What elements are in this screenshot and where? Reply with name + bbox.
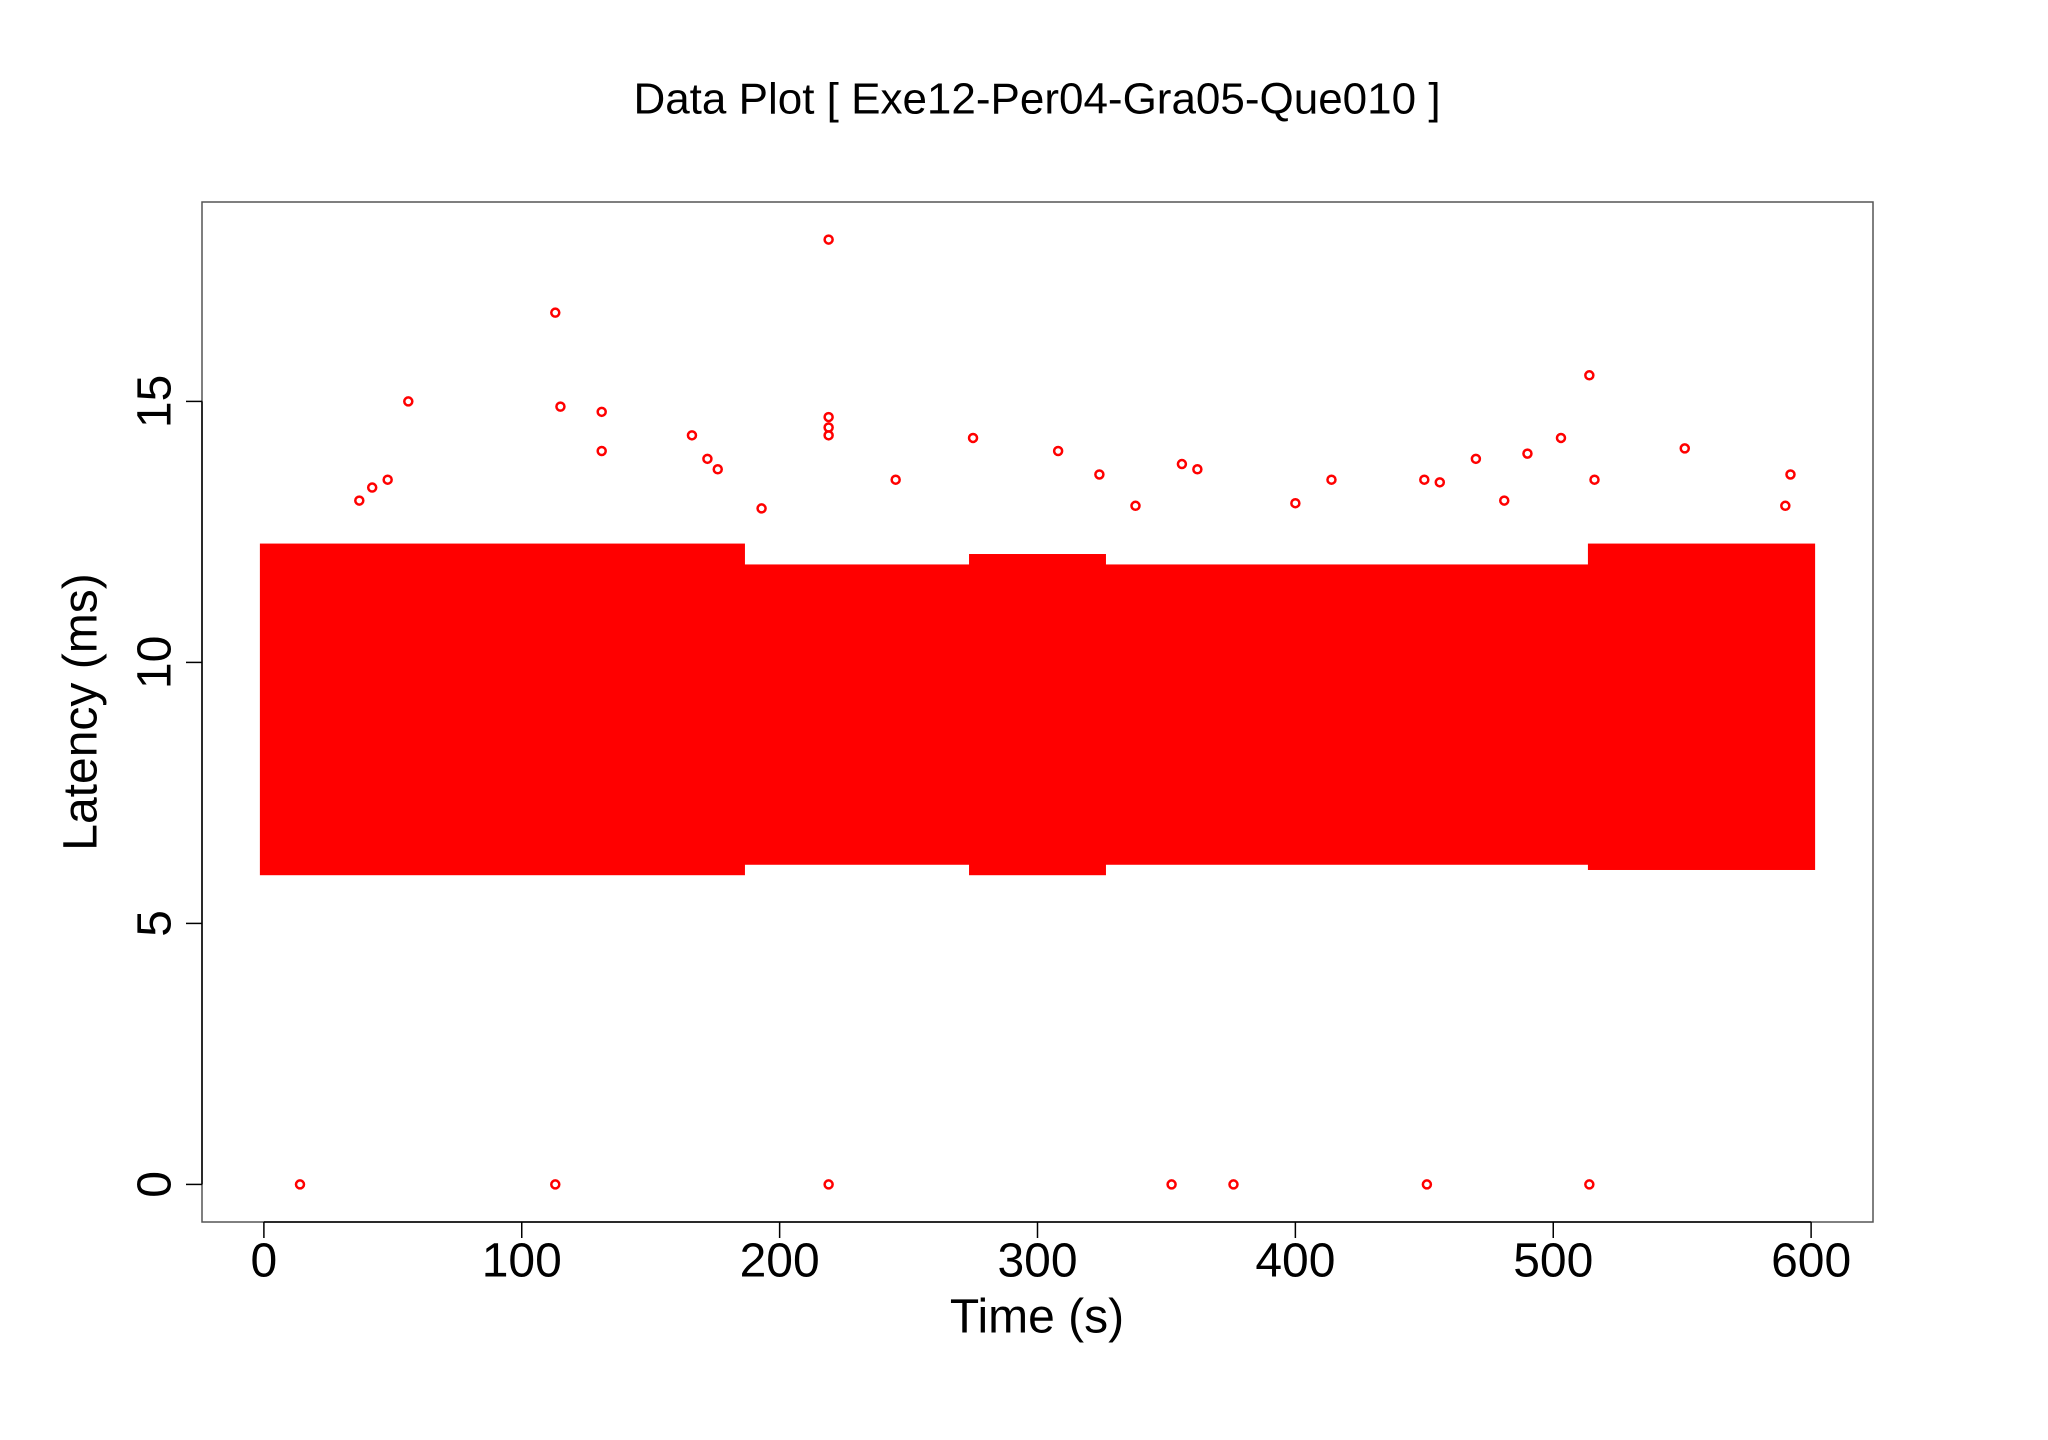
data-point [1326, 474, 1337, 485]
data-point [366, 482, 378, 493]
dense-point-cloud [259, 543, 745, 876]
data-point [1498, 495, 1510, 506]
data-point [756, 503, 767, 514]
data-point [712, 464, 723, 475]
data-point [823, 234, 834, 245]
data-point [1434, 477, 1446, 488]
data-point [1166, 1179, 1177, 1190]
data-point [823, 411, 834, 423]
x-axis-label: Time (s) [950, 1291, 1124, 1344]
data-point [294, 1179, 306, 1190]
y-tick-label: 15 [129, 375, 182, 428]
x-tick-label: 300 [997, 1235, 1077, 1288]
x-tick-label: 600 [1771, 1235, 1851, 1288]
data-point [1589, 474, 1600, 485]
data-point [686, 430, 698, 441]
chart-title: Data Plot [ Exe12-Per04-Gra05-Que010 ] [633, 75, 1440, 124]
data-point [823, 430, 834, 441]
dense-point-cloud [736, 564, 978, 865]
data-point [1785, 469, 1796, 480]
data-point [1522, 448, 1533, 459]
data-point [550, 307, 561, 318]
data-point [1555, 432, 1567, 444]
data-point [1679, 443, 1691, 454]
data-point [555, 401, 566, 412]
data-point [596, 445, 607, 457]
data-point [596, 406, 607, 418]
x-tick-label: 400 [1255, 1235, 1335, 1288]
data-point [354, 495, 365, 506]
data-point [1780, 500, 1791, 512]
y-tick-label: 5 [129, 910, 182, 937]
dense-point-cloud [969, 554, 1106, 876]
data-point [1421, 1179, 1433, 1190]
data-point [1094, 469, 1105, 480]
data-point [1052, 445, 1064, 457]
data-point [702, 453, 713, 465]
data-point [1290, 497, 1301, 509]
x-tick-label: 500 [1513, 1235, 1593, 1288]
data-point [1228, 1179, 1239, 1190]
data-point [967, 432, 979, 444]
y-axis-label: Latency (ms) [55, 573, 108, 850]
data-point [823, 1179, 834, 1190]
data-point [1192, 464, 1203, 475]
x-tick-label: 0 [251, 1235, 278, 1288]
data-point [1176, 458, 1188, 470]
x-tick-label: 100 [482, 1235, 562, 1288]
x-tick-label: 200 [740, 1235, 820, 1288]
data-point [1470, 453, 1482, 465]
data-point [890, 474, 901, 485]
data-point [1130, 500, 1141, 512]
data-point [550, 1179, 561, 1190]
data-point [382, 474, 393, 485]
data-point [403, 396, 414, 407]
dense-point-cloud [1097, 564, 1596, 865]
data-point [1419, 474, 1430, 485]
data-point [1584, 370, 1595, 381]
data-point [1584, 1179, 1595, 1190]
y-tick-label: 0 [129, 1171, 182, 1198]
dense-point-cloud [1587, 543, 1816, 870]
y-tick-label: 10 [129, 636, 182, 689]
